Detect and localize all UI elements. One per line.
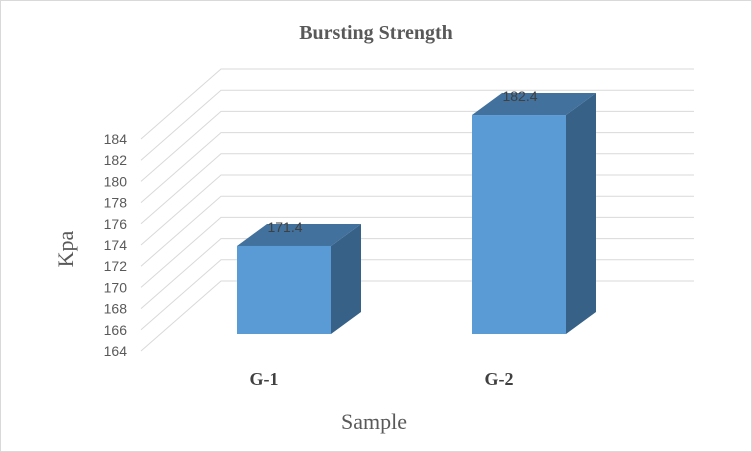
gridline [140,216,694,288]
bar-side [566,93,596,334]
y-tick-label: 184 [104,131,128,147]
y-tick-label: 172 [104,258,128,274]
gridlines [140,68,694,352]
y-tick-label: 170 [104,279,128,295]
gridline [140,238,694,309]
gridline [140,174,694,246]
gridline [140,68,694,140]
y-tick-label: 166 [104,322,128,338]
y-tick-label: 182 [104,152,128,168]
y-tick-label: 168 [104,301,128,317]
gridline [140,132,694,203]
x-tick-label: G-1 [250,369,279,389]
bar-front [237,245,331,334]
bar-g-2 [472,93,596,334]
y-tick-label: 174 [104,237,128,253]
x-tick-label: G-2 [485,369,514,389]
data-label: 171.4 [267,219,302,235]
y-axis-ticks: 164 166 168 170 172 174 176 178 180 182 184 [104,131,128,359]
gridline [140,280,694,352]
bars [237,93,596,334]
x-axis-ticks: G-1 G-2 [250,369,514,389]
gridline [140,259,694,331]
y-tick-label: 178 [104,195,128,211]
gridline [140,110,694,182]
data-labels: 171.4 182.4 [267,88,537,235]
gridline [140,153,694,225]
y-tick-label: 164 [104,343,128,359]
bar-top [472,93,596,116]
chart-title: Bursting Strength [299,22,453,44]
y-tick-label: 180 [104,173,128,189]
gridline [140,195,694,267]
bar-g-1 [237,223,361,334]
gridline [140,89,694,161]
bar-top [237,223,361,246]
data-label: 182.4 [502,88,537,104]
bar-side [331,223,361,334]
bar-front [472,115,566,334]
x-axis-title: Sample [341,409,407,434]
y-axis-title: Kpa [53,230,78,267]
y-tick-label: 176 [104,216,128,232]
